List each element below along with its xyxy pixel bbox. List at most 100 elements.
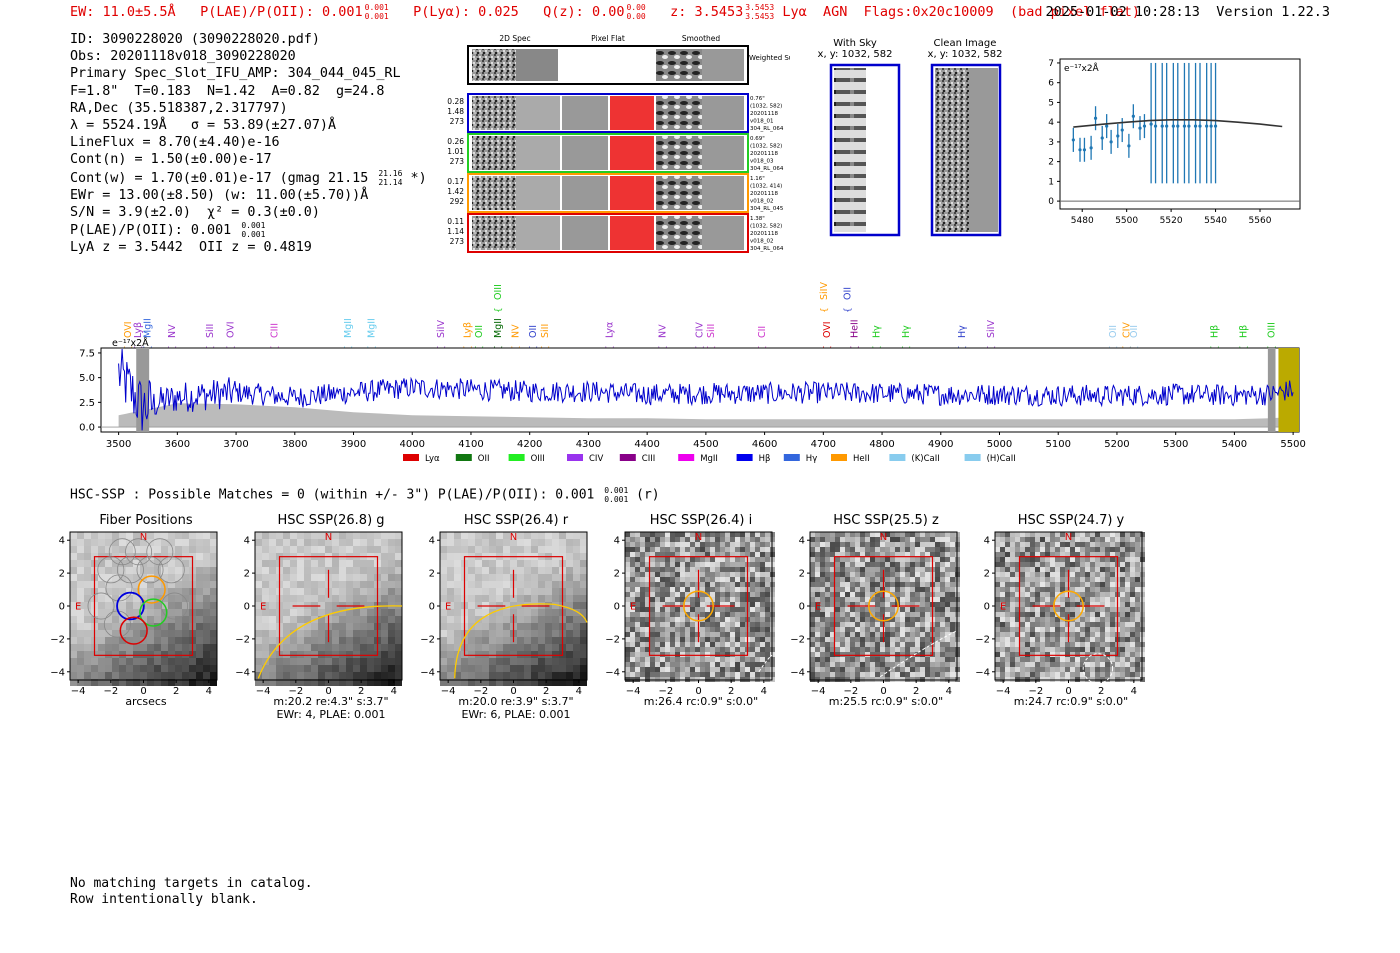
cutout-pixel — [680, 632, 685, 637]
cutout-pixel — [685, 652, 690, 657]
cutout-pixel — [168, 644, 175, 651]
cutout-pixel — [304, 567, 311, 574]
cutout-pixel — [685, 637, 690, 642]
cutout-pixel — [720, 597, 725, 602]
cutout-pixel — [835, 612, 840, 617]
cutout-pixel — [203, 651, 210, 658]
cutout-pixel — [675, 542, 680, 547]
cutout-pixel — [920, 562, 925, 567]
cutout-pixel — [1120, 592, 1125, 597]
cutout-pixel — [1095, 622, 1100, 627]
cutout-pixel — [538, 630, 545, 637]
cutout-pixel — [910, 567, 915, 572]
cutout-pixel — [1115, 667, 1120, 672]
line-marker-label: OII — [842, 287, 853, 300]
cutout-pixel — [720, 602, 725, 607]
cutout-pixel — [680, 612, 685, 617]
cutout-pixel — [503, 539, 510, 546]
cutout-pixel — [1110, 567, 1115, 572]
cutout-pixel — [311, 546, 318, 553]
cutout-pixel — [720, 652, 725, 657]
cutout-pixel — [865, 672, 870, 677]
zoom-data-point — [1082, 148, 1087, 152]
cutout-pixel — [1060, 647, 1065, 652]
cutout-pixel — [940, 662, 945, 667]
cutout-pixel — [945, 532, 950, 537]
cutout-pixel — [1110, 617, 1115, 622]
cutout-pixel — [720, 542, 725, 547]
cutout-pixel — [1100, 662, 1105, 667]
cutout-pixel — [740, 667, 745, 672]
cutout-pixel — [755, 672, 760, 677]
cutout-pixel — [1050, 542, 1055, 547]
cutout-pixel — [920, 637, 925, 642]
cutout-pixel — [475, 532, 482, 539]
cutout-pixel — [700, 662, 705, 667]
cutout-pixel — [630, 592, 635, 597]
cutout-ytick-label: 4 — [429, 536, 435, 547]
cutout-pixel — [304, 609, 311, 616]
cutout-pixel — [388, 574, 395, 581]
cutout-pixel — [920, 567, 925, 572]
cutout-pixel — [680, 672, 685, 677]
cutout-pixel — [910, 562, 915, 567]
cutout-pixel — [367, 588, 374, 595]
cutout-pixel — [710, 627, 715, 632]
cutout-pixel — [940, 542, 945, 547]
cutout-pixel — [715, 587, 720, 592]
cutout-xtick-label: −4 — [626, 686, 641, 697]
cutout-pixel — [765, 562, 770, 567]
detection-info: ID: 3090228020 (3090228020.pdf) Obs: 2020… — [70, 31, 427, 257]
cutout-pixel — [720, 557, 725, 562]
cutout-pixel — [720, 572, 725, 577]
cutout-pixel — [705, 667, 710, 672]
cutout-pixel — [482, 616, 489, 623]
cutout-pixel — [126, 588, 133, 595]
cutout-pixel — [1050, 532, 1055, 537]
cutout-pixel — [745, 667, 750, 672]
cutout-pixel — [489, 588, 496, 595]
line-marker-label: MgII — [367, 318, 378, 338]
cutout-pixel — [1015, 557, 1020, 562]
cutout-pixel — [1060, 542, 1065, 547]
cutout-pixel — [670, 662, 675, 667]
cutout-pixel — [940, 577, 945, 582]
cutout-pixel — [1045, 662, 1050, 667]
cutout-pixel — [161, 560, 168, 567]
cutout-pixel — [1045, 552, 1050, 557]
cutout-pixel — [468, 567, 475, 574]
cutout-pixel — [910, 642, 915, 647]
cutout-pixel — [915, 592, 920, 597]
cutout-pixel — [91, 672, 98, 679]
cutout-pixel — [353, 679, 360, 686]
cutout-pixel — [468, 679, 475, 686]
cutout-pixel — [825, 617, 830, 622]
cutout-pixel — [765, 582, 770, 587]
cutout-pixel — [855, 537, 860, 542]
cutout-pixel — [360, 581, 367, 588]
cutout-pixel — [690, 637, 695, 642]
cutout-pixel — [531, 672, 538, 679]
cutout-pixel — [845, 612, 850, 617]
cutout-pixel — [860, 632, 865, 637]
cutout-pixel — [1060, 627, 1065, 632]
cutout-pixel — [915, 552, 920, 557]
cutout-pixel — [1070, 607, 1075, 612]
cutout-pixel — [890, 597, 895, 602]
cutout-pixel — [845, 657, 850, 662]
cutout-pixel — [531, 560, 538, 567]
cutout-pixel — [175, 581, 182, 588]
cutout-pixel — [517, 560, 524, 567]
cutout-pixel — [1000, 667, 1005, 672]
cutout-pixel — [625, 572, 630, 577]
cutout-pixel — [885, 627, 890, 632]
cutout-pixel — [112, 616, 119, 623]
cutout-pixel — [1120, 607, 1125, 612]
cutout-pixel — [640, 567, 645, 572]
cutout-pixel — [126, 532, 133, 539]
cutout-pixel — [566, 546, 573, 553]
cutout-pixel — [203, 637, 210, 644]
cutout-pixel — [900, 542, 905, 547]
cutout-pixel — [210, 574, 217, 581]
